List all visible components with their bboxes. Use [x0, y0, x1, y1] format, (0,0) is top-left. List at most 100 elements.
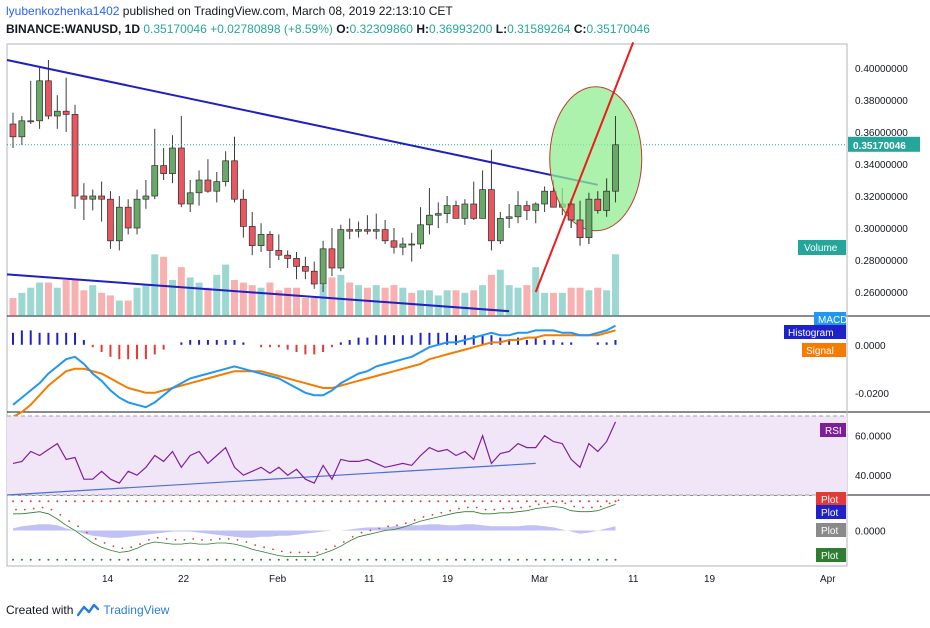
volume-bar: [27, 287, 35, 316]
plot-signal-marker: [23, 508, 26, 511]
plot-lower-marker: [472, 558, 475, 561]
candle-body: [231, 160, 238, 200]
author-link[interactable]: lyubenkozhenka1402: [6, 4, 120, 18]
time-tick-label: 11: [364, 574, 375, 585]
tradingview-brand[interactable]: TradingView: [103, 603, 170, 617]
plot-lower-marker: [91, 558, 94, 561]
volume-bar: [363, 287, 371, 316]
plot-signal-marker: [396, 524, 398, 527]
plot-lower-marker: [481, 558, 484, 561]
price-tick-label: 0.30000000: [855, 224, 908, 235]
volume-bar: [80, 290, 88, 316]
plot-legend-tag: [816, 505, 846, 519]
plot-upper-marker: [357, 500, 360, 503]
plot-lower-marker: [313, 558, 316, 561]
time-tick-label: 19: [442, 574, 454, 585]
candle-body: [151, 165, 159, 197]
plot-signal-marker: [449, 509, 452, 512]
candle-body: [142, 195, 150, 200]
candle-body: [470, 203, 478, 219]
plot-signal-marker: [466, 506, 469, 509]
volume-bar: [36, 282, 44, 316]
price-change: +0.02780898 (+8.59%): [210, 22, 333, 36]
candle-body: [80, 195, 88, 200]
plot-signal-marker: [378, 527, 381, 530]
plot-signal-marker: [351, 535, 354, 538]
plot-signal-marker: [218, 537, 221, 540]
plot-lower-marker: [215, 558, 218, 561]
plot-lower-marker: [100, 558, 103, 561]
plot-signal-marker: [475, 506, 478, 509]
symbol-title: BINANCE:WANUSD, 1D: [6, 22, 141, 36]
plot-lower-marker: [224, 558, 227, 561]
last-price-tag-label: 0.35170046: [853, 141, 906, 152]
candle-body: [496, 218, 504, 242]
candle-body: [169, 147, 176, 174]
plot-upper-marker: [322, 500, 325, 503]
plot-upper-marker: [428, 500, 431, 503]
plot-legend-label: Plot: [821, 551, 838, 562]
rsi-trendline: [6, 462, 536, 496]
macd-tick-label: 0.0000: [855, 341, 886, 352]
plot-upper-marker: [224, 500, 227, 503]
plot-signal-marker: [94, 537, 97, 540]
plot-lower-marker: [136, 558, 139, 561]
plot-signal-marker: [546, 502, 549, 505]
plot-lower-marker: [517, 558, 520, 561]
volume-bar: [310, 298, 318, 316]
volume-bar: [496, 269, 504, 316]
plot-upper-marker: [162, 500, 165, 503]
plot-upper-marker: [596, 500, 599, 503]
plot-upper-marker: [206, 500, 209, 503]
plot-signal-marker: [32, 507, 35, 510]
volume-bar: [585, 290, 593, 316]
plot-lower-marker: [375, 558, 378, 561]
footer: Created with TradingView: [6, 603, 169, 617]
plot-upper-marker: [392, 500, 395, 503]
plot-legend-label: Plot: [821, 508, 838, 519]
plot-upper-marker: [56, 500, 59, 503]
candle-body: [284, 254, 292, 259]
plot-upper-marker: [233, 500, 236, 503]
rsi-band: [7, 415, 847, 495]
rsi-legend-tag: [820, 423, 846, 437]
plot-legend-label: Plot: [821, 495, 838, 506]
volume-bar: [9, 298, 17, 316]
volume-bar: [106, 295, 114, 316]
macd-tick-label: -0.0200: [855, 389, 889, 400]
candle-body: [45, 80, 52, 117]
plot-lower-marker: [366, 558, 369, 561]
candle-body: [443, 205, 451, 214]
plot-upper-marker: [313, 500, 316, 503]
plot-lower-marker: [109, 558, 112, 561]
plot-upper-marker: [189, 500, 192, 503]
plot-lower-marker: [490, 558, 493, 561]
candle-body: [302, 266, 309, 272]
plot-lower-marker: [12, 558, 14, 561]
plot-lower-marker: [463, 558, 466, 561]
macd-signal-line: [12, 329, 616, 418]
candle-body: [603, 190, 610, 211]
candle-body: [479, 189, 486, 219]
plot-signal-marker: [201, 538, 203, 541]
candle-body: [9, 123, 17, 138]
plot-signal-marker: [413, 519, 416, 521]
plot-signal-marker: [617, 499, 620, 502]
plot-lower-marker: [614, 558, 617, 561]
candle-body: [364, 229, 371, 232]
plot-signal-marker: [440, 511, 443, 514]
time-tick-label: Apr: [820, 574, 836, 585]
plot-lower-marker: [206, 558, 209, 561]
plot-signal-marker: [502, 507, 505, 510]
time-tick-label: 19: [704, 574, 716, 585]
plot-upper-marker: [136, 500, 139, 503]
plot-lower-marker: [570, 558, 573, 561]
plot-signal-marker: [573, 505, 576, 508]
price-tick-label: 0.34000000: [855, 160, 908, 171]
plot-signal-marker: [431, 513, 434, 516]
plot-upper-marker: [295, 500, 298, 503]
candle-body: [107, 198, 114, 242]
plot-lower-marker: [446, 558, 449, 561]
plot-signal-marker: [360, 531, 363, 534]
